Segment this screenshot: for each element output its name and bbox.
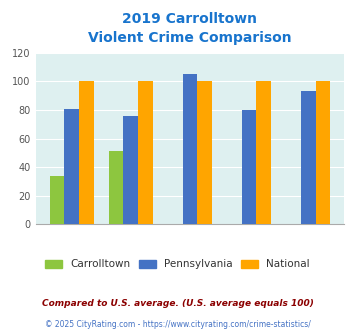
Bar — [256, 82, 271, 224]
Bar — [138, 82, 153, 224]
Bar — [79, 82, 94, 224]
Bar — [50, 176, 64, 224]
Bar — [109, 151, 124, 224]
Bar — [124, 116, 138, 224]
Title: 2019 Carrolltown
Violent Crime Comparison: 2019 Carrolltown Violent Crime Compariso… — [88, 12, 292, 45]
Text: Compared to U.S. average. (U.S. average equals 100): Compared to U.S. average. (U.S. average … — [42, 299, 313, 308]
Bar — [316, 82, 330, 224]
Bar — [242, 110, 256, 224]
Legend: Carrolltown, Pennsylvania, National: Carrolltown, Pennsylvania, National — [41, 255, 314, 274]
Bar — [64, 109, 79, 224]
Bar — [197, 82, 212, 224]
Text: © 2025 CityRating.com - https://www.cityrating.com/crime-statistics/: © 2025 CityRating.com - https://www.city… — [45, 320, 310, 329]
Bar — [182, 74, 197, 224]
Bar — [301, 91, 316, 224]
